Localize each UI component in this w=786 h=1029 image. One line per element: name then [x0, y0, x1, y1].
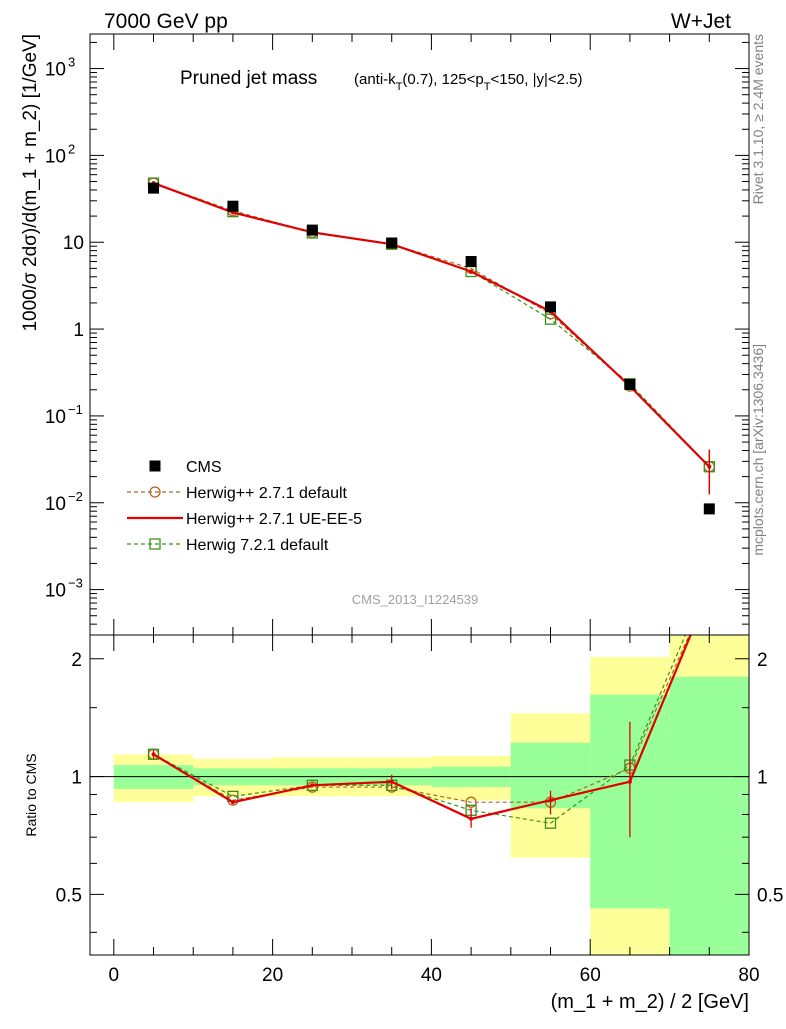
rivet-side-label: Rivet 3.1.10, ≥ 2.4M events: [750, 34, 766, 204]
ratio-y-tick-label-left-0: 0.5: [56, 885, 82, 906]
main-series-group: [147, 177, 715, 515]
main-point-3-5: [544, 313, 557, 325]
legend-label-1: Herwig++ 2.7.1 default: [186, 485, 348, 502]
ratio-y-ticks: 0.5 0.5 1 1 2 2: [56, 650, 783, 933]
main-y-tick-label-6: 10: [45, 581, 66, 602]
main-series-line-3: [153, 182, 710, 468]
main-point-0-7: [703, 503, 715, 515]
main-y-tick-exp-4: −1: [68, 402, 83, 417]
main-y-tick-label-2: 10: [63, 233, 84, 254]
main-series-0: [148, 182, 715, 515]
main-y-tick-exp-1: 2: [68, 141, 75, 156]
main-y-tick-exp-0: 3: [68, 55, 75, 70]
main-y-tick-exp-6: −3: [68, 576, 83, 591]
legend-entry-2: Herwig++ 2.7.1 UE-EE-5: [127, 511, 362, 528]
main-y-tick-label-3: 1: [73, 320, 84, 341]
main-y-axis-label: 1000/σ 2dσ)/d(m_1 + m_2) [1/GeV]: [20, 34, 41, 332]
x-ticks: 0 20 40 60 80: [109, 34, 760, 986]
main-point-2-4: [469, 269, 474, 274]
x-tick-label-0: 0: [109, 965, 120, 986]
main-series-1: [147, 177, 715, 473]
main-point-0-4: [465, 256, 477, 268]
legend-label-3: Herwig 7.2.1 default: [186, 537, 329, 554]
plot-subtitle: (anti-kT(0.7), 125<pT<150, |y|<2.5): [354, 71, 583, 93]
ratio-y-tick-label-right-0: 0.5: [757, 885, 783, 906]
legend: CMS Herwig++ 2.7.1 default Herwig++ 2.7.1 …: [127, 459, 362, 554]
analysis-watermark: CMS_2013_I1224539: [352, 592, 479, 607]
legend-label-0: CMS: [186, 459, 222, 476]
x-tick-label-1: 20: [262, 965, 283, 986]
main-series-3: [147, 177, 715, 473]
legend-label-2: Herwig++ 2.7.1 UE-EE-5: [186, 511, 362, 528]
legend-entry-0: CMS: [149, 459, 222, 476]
main-point-0-2: [306, 224, 318, 236]
main-y-tick-exp-5: −2: [68, 489, 83, 504]
legend-marker-3: [149, 538, 161, 550]
ratio-y-tick-label-right-1: 1: [757, 768, 768, 789]
ratio-uncertainty-bands: [113, 635, 749, 955]
ratio-series-line-0: [153, 635, 690, 803]
main-point-0-0: [148, 182, 160, 194]
ratio-point-2-0: [147, 748, 160, 760]
ratio-series-group: [147, 635, 692, 838]
main-y-tick-label-0: 10: [45, 60, 66, 81]
ratio-frame: [89, 634, 750, 956]
ratio-y-tick-label-right-2: 2: [757, 650, 768, 671]
legend-entry-1: Herwig++ 2.7.1 default: [127, 485, 348, 502]
inner-band-7: [669, 676, 749, 955]
legend-marker-1: [149, 486, 161, 498]
ratio-frame-border: [89, 634, 750, 956]
header-left-label: 7000 GeV pp: [104, 10, 228, 33]
main-point-0-5: [545, 301, 557, 313]
main-y-tick-label-1: 10: [45, 146, 66, 167]
x-tick-label-4: 80: [738, 965, 759, 986]
x-axis-label: (m_1 + m_2) / 2 [GeV]: [551, 991, 749, 1013]
mcplots-side-label: mcplots.cern.ch [arXiv:1306.3436]: [750, 344, 766, 556]
main-series-line-1: [153, 182, 710, 468]
ratio-y-tick-label-left-2: 2: [71, 650, 82, 671]
ratio-series-line-1: [152, 635, 692, 820]
main-series-line-2: [153, 182, 711, 468]
header-right-label: W+Jet: [671, 10, 731, 33]
main-point-0-1: [227, 200, 239, 212]
main-point-0-6: [624, 379, 636, 391]
main-series-2: [151, 181, 712, 469]
legend-marker-0: [149, 460, 161, 472]
x-tick-label-2: 40: [421, 965, 442, 986]
legend-entry-3: Herwig 7.2.1 default: [127, 537, 329, 554]
ratio-y-tick-label-left-1: 1: [71, 768, 82, 789]
plot-title-main: Pruned jet mass: [180, 68, 317, 89]
main-point-0-3: [386, 237, 398, 249]
ratio-point-1-1: [230, 800, 235, 805]
x-tick-label-3: 60: [580, 965, 601, 986]
main-y-tick-label-5: 10: [45, 494, 66, 515]
ratio-point-0-4: [465, 796, 477, 808]
ratio-y-axis-label: Ratio to CMS: [23, 753, 39, 836]
ratio-point-1-2: [310, 783, 315, 788]
ratio-point-2-5: [544, 817, 557, 829]
main-y-tick-label-4: 10: [45, 407, 66, 428]
